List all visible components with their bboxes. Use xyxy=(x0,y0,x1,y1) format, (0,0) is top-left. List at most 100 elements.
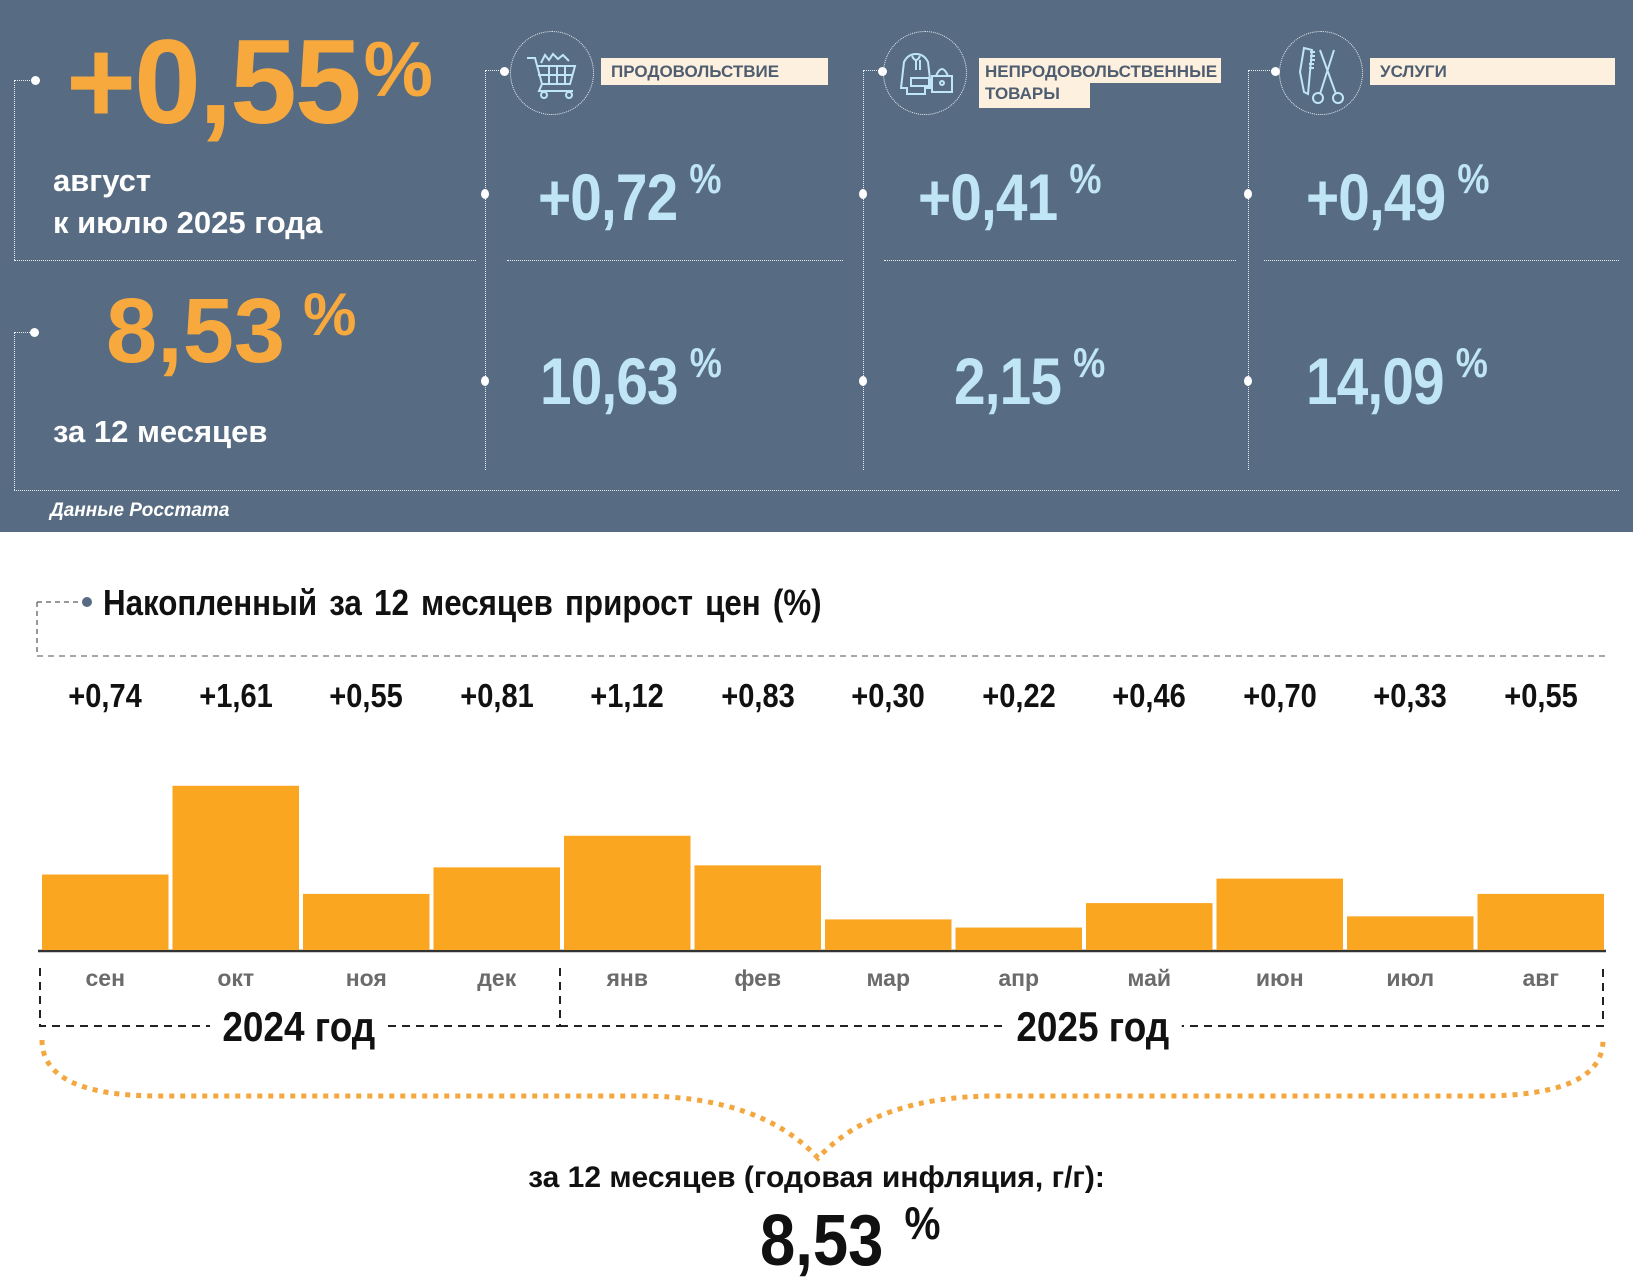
divider xyxy=(507,260,843,261)
divider xyxy=(1264,260,1619,261)
connector xyxy=(485,70,505,71)
connector xyxy=(1248,70,1249,470)
category-label-services: УСЛУГИ xyxy=(1370,58,1615,85)
bullet-dot xyxy=(500,67,509,76)
food-annual-value: 10,63% xyxy=(540,342,722,415)
title-bullet xyxy=(82,597,92,607)
percent-sign: % xyxy=(1455,339,1488,386)
x-tick-label: апр xyxy=(998,965,1040,991)
bar-окт xyxy=(172,785,299,950)
year-bracket-2025 xyxy=(560,968,1604,1027)
bar-value-label: +0,22 xyxy=(982,677,1056,714)
services-monthly-value: +0,49% xyxy=(1306,158,1489,231)
bar-мар xyxy=(825,919,952,950)
connector xyxy=(863,70,864,470)
percent-sign: % xyxy=(689,155,721,202)
connector xyxy=(485,70,486,470)
x-tick-label: окт xyxy=(217,965,255,991)
connector xyxy=(14,332,15,490)
bar-value-label: +0,33 xyxy=(1373,677,1447,714)
annual-cpi-value: 8,53% xyxy=(106,285,356,378)
x-tick-label: июл xyxy=(1386,965,1435,991)
value: +0,72 xyxy=(538,160,678,234)
bullet-dot xyxy=(859,376,867,386)
monthly-label-line2: к июлю 2025 года xyxy=(53,204,323,240)
bar-янв xyxy=(564,835,691,950)
bullet-dot xyxy=(1244,189,1252,199)
shopping-cart-icon xyxy=(527,52,577,99)
category-label-nonfood: НЕПРОДОВОЛЬСТВЕННЫЕ ТОВАРЫ xyxy=(979,58,1222,108)
nonfood-annual-value: 2,15% xyxy=(954,342,1105,415)
percent-sign: % xyxy=(1457,155,1489,202)
comb-scissors-icon xyxy=(1298,46,1344,104)
monthly-cpi-value: +0,55% xyxy=(66,22,433,142)
annual-period-label: за 12 месяцев xyxy=(53,414,268,449)
bar-июн xyxy=(1216,878,1343,950)
x-tick-label: дек xyxy=(477,965,517,991)
x-tick-label: янв xyxy=(606,965,648,991)
bullet-dot xyxy=(30,328,39,337)
monthly-label-line1: август xyxy=(53,163,152,198)
chart-title: Накопленный за 12 месяцев прирост цен (%… xyxy=(103,582,822,623)
food-icon-circle xyxy=(510,31,594,115)
nonfood-icon-circle xyxy=(883,31,967,115)
percent-sign: % xyxy=(904,1197,941,1249)
annual-inflation-label: за 12 месяцев (годовая инфляция, г/г): xyxy=(528,1161,1105,1194)
bar-апр xyxy=(955,927,1082,950)
value: 14,09 xyxy=(1306,344,1445,418)
clothing-bag-icon xyxy=(899,52,953,95)
bar-value-label: +0,83 xyxy=(721,677,795,714)
value: +0,49 xyxy=(1306,160,1446,234)
connector xyxy=(1248,70,1272,71)
bullet-dot xyxy=(1271,67,1280,76)
monthly-period-label: август к июлю 2025 года xyxy=(53,160,322,244)
bar-дек xyxy=(433,867,560,950)
percent-sign: % xyxy=(1073,339,1105,386)
annual-inflation-value: 8,53% xyxy=(760,1197,941,1282)
nonfood-monthly-value: +0,41% xyxy=(918,158,1101,231)
annual-brace xyxy=(39,1039,1606,1162)
percent-sign: % xyxy=(1069,155,1101,202)
divider xyxy=(884,260,1236,261)
bar-value-label: +0,30 xyxy=(851,677,925,714)
x-tick-label: сен xyxy=(85,965,125,991)
bullet-dot xyxy=(1244,376,1252,386)
value: +0,41 xyxy=(918,160,1058,234)
category-label-food: ПРОДОВОЛЬСТВИЕ xyxy=(601,58,828,85)
bar-авг xyxy=(1477,893,1604,950)
services-annual-value: 14,09% xyxy=(1306,342,1488,415)
value: 10,63 xyxy=(540,344,679,418)
year-label-2024: 2024 год xyxy=(210,1003,388,1051)
connector xyxy=(14,80,34,81)
x-tick-label: июн xyxy=(1255,965,1304,991)
divider xyxy=(14,490,1619,491)
bar-value-label: +0,55 xyxy=(329,677,403,714)
category-label-line2: ТОВАРЫ xyxy=(979,83,1090,108)
bar-май xyxy=(1086,903,1213,950)
bar-сен xyxy=(42,874,169,950)
percent-sign: % xyxy=(689,339,722,386)
bar-value-label: +0,55 xyxy=(1504,677,1578,714)
divider xyxy=(14,260,476,261)
connector xyxy=(14,80,15,260)
bullet-dot xyxy=(481,376,489,386)
bars-group xyxy=(42,785,1604,950)
percent-sign: % xyxy=(363,25,433,113)
bar-value-label: +0,70 xyxy=(1243,677,1317,714)
bullet-dot xyxy=(31,76,40,85)
bar-value-label: +0,81 xyxy=(460,677,534,714)
value: 2,15 xyxy=(954,344,1062,418)
bar-value-label: +0,74 xyxy=(68,677,142,714)
bullet-dot xyxy=(481,189,489,199)
summary-panel: +0,55% август к июлю 2025 года 8,53% за … xyxy=(0,0,1633,532)
connector xyxy=(14,332,34,333)
x-tick-label: фев xyxy=(734,965,782,991)
category-label-line1: НЕПРОДОВОЛЬСТВЕННЫЕ xyxy=(979,58,1222,83)
bar-value-label: +0,46 xyxy=(1112,677,1186,714)
bar-value-label: +1,12 xyxy=(590,677,664,714)
bullet-dot xyxy=(859,189,867,199)
services-icon-circle xyxy=(1279,31,1363,115)
connector xyxy=(863,70,883,71)
bar-ноя xyxy=(303,893,430,950)
